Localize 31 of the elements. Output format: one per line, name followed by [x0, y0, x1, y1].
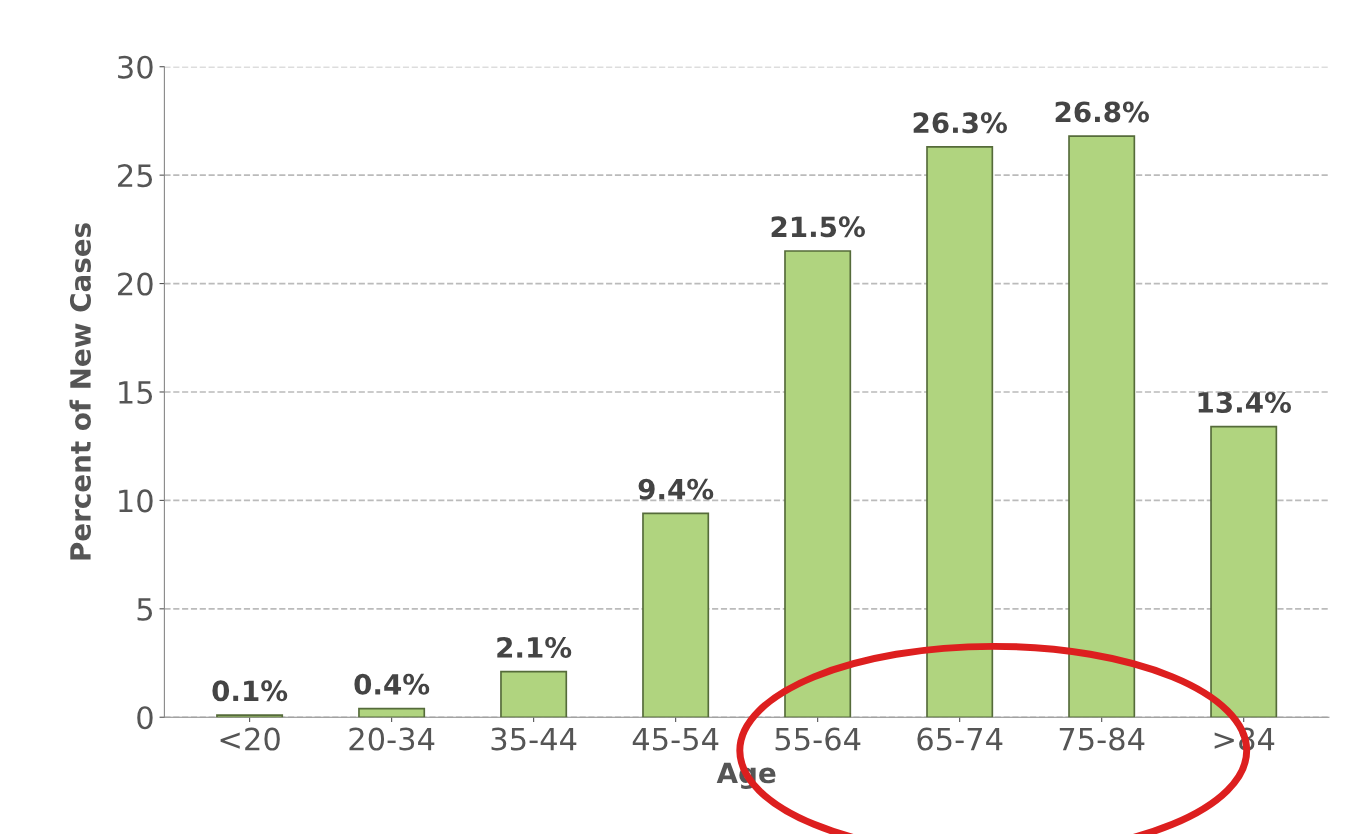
x-tick-label: 35-44 — [491, 727, 577, 751]
bar — [216, 714, 284, 718]
bar — [1068, 135, 1136, 718]
y-tick-label: 5 — [137, 598, 153, 621]
y-tick-label: 15 — [119, 381, 153, 405]
x-tick-label: 65-74 — [917, 727, 1003, 751]
x-tick-label: 75-84 — [1059, 727, 1145, 751]
data-label: 13.4% — [1198, 391, 1291, 413]
bar — [1210, 425, 1278, 718]
bar — [926, 146, 994, 718]
y-tick-label: 25 — [118, 164, 153, 188]
y-axis-title: Percent of New Cases — [69, 223, 91, 560]
data-label: 2.1% — [497, 636, 572, 658]
data-label: 0.1% — [212, 680, 288, 702]
data-label: 26.8% — [1055, 101, 1149, 123]
bar — [784, 250, 852, 718]
y-tick-label: 20 — [118, 272, 153, 296]
x-tick-label: 20-34 — [349, 727, 435, 751]
data-label: 26.3% — [913, 112, 1007, 134]
bar — [500, 670, 568, 718]
bar — [358, 707, 426, 718]
y-tick-label: 10 — [119, 489, 153, 513]
x-tick-label: <20 — [220, 727, 280, 751]
y-tick-label: 30 — [118, 55, 153, 79]
y-tick-label: 0 — [137, 706, 153, 730]
data-label: 21.5% — [771, 216, 865, 238]
x-tick-label: 45-54 — [632, 727, 719, 751]
x-tick-label: 55-64 — [775, 727, 861, 751]
data-label: 0.4% — [354, 673, 430, 695]
data-label: 9.4% — [638, 478, 714, 500]
bar — [642, 512, 710, 718]
